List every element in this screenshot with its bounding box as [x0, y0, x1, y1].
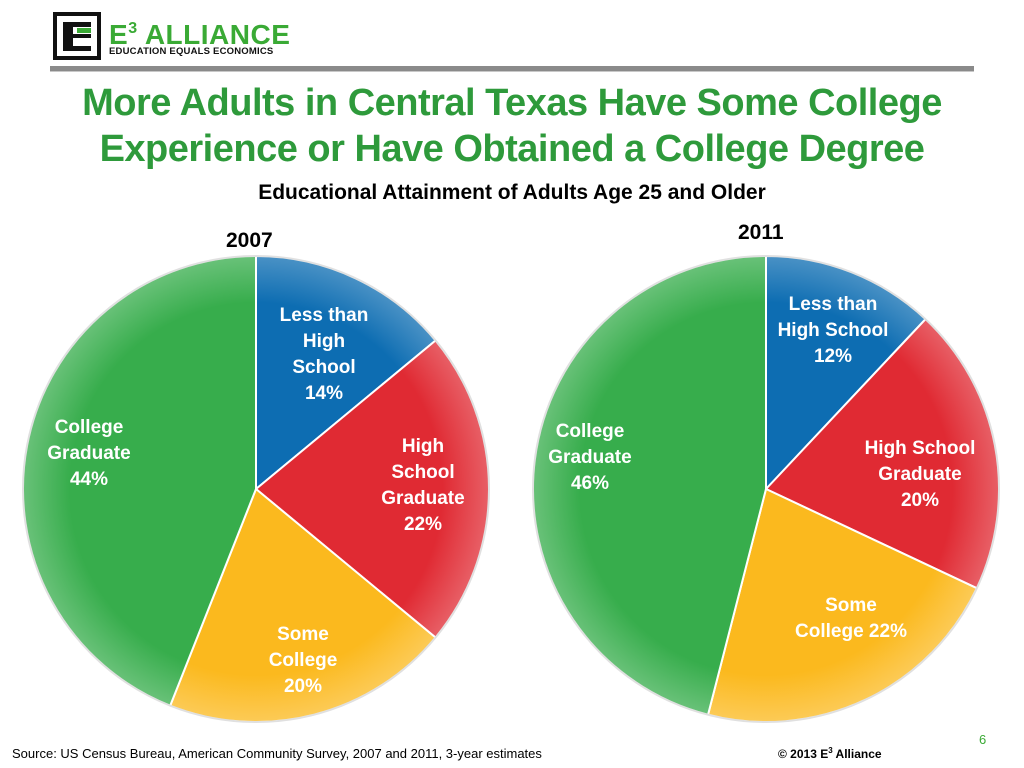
pie-2007-label-college-graduate: College Graduate 44% — [47, 417, 130, 490]
pie-2007-label-less-than-high-school: Less than High School 14% — [280, 305, 369, 404]
logo-tagline: EDUCATION EQUALS ECONOMICS — [109, 46, 274, 57]
copyright: © 2013 E3 Alliance — [778, 746, 882, 761]
page-number: 6 — [979, 732, 987, 747]
e3-logo-icon — [53, 12, 101, 60]
slide-title-line-1: More Adults in Central Texas Have Some C… — [82, 82, 942, 124]
header-rule — [50, 66, 974, 72]
pie-2011-label-college-graduate: College Graduate 46% — [548, 421, 631, 494]
pie-2011-rim — [532, 255, 1000, 723]
pie-2011-label-high-school-graduate: High School Graduate 20% — [865, 438, 976, 511]
pie-2007-rim — [22, 255, 490, 723]
pie-2011-label-less-than-high-school: Less than High School 12% — [778, 294, 889, 367]
pie-2007-label-some-college: Some College 20% — [269, 624, 338, 697]
pie-2007-slice-high-school-graduate — [254, 339, 491, 639]
pie-2007-slice-some-college — [168, 487, 437, 723]
slide-title: More Adults in Central Texas Have Some C… — [40, 80, 984, 172]
pie-2007-label-high-school-graduate: High School Graduate 22% — [381, 436, 464, 535]
chart-2007-title: 2007 — [226, 229, 273, 252]
pie-2007-slice-less-than-high-school — [255, 254, 437, 492]
pie-2011-label-some-college: Some College 22% — [795, 595, 907, 642]
logo: E3 ALLIANCE EDUCATION EQUALS ECONOMICS — [53, 12, 290, 64]
slide-title-line-2: Experience or Have Obtained a College De… — [99, 128, 925, 170]
logo-name: E3 ALLIANCE — [109, 19, 291, 50]
pie-2007-slice-college-graduate — [22, 254, 257, 707]
pie-2011-slice-less-than-high-school — [765, 254, 927, 492]
chart-subtitle: Educational Attainment of Adults Age 25 … — [258, 181, 766, 204]
pie-2011-slice-college-graduate — [532, 254, 767, 716]
source-note: Source: US Census Bureau, American Commu… — [12, 746, 542, 761]
pie-2011-slice-high-school-graduate — [764, 317, 1000, 590]
chart-2011-title: 2011 — [738, 221, 784, 244]
pie-2011-slice-some-college — [706, 487, 979, 723]
